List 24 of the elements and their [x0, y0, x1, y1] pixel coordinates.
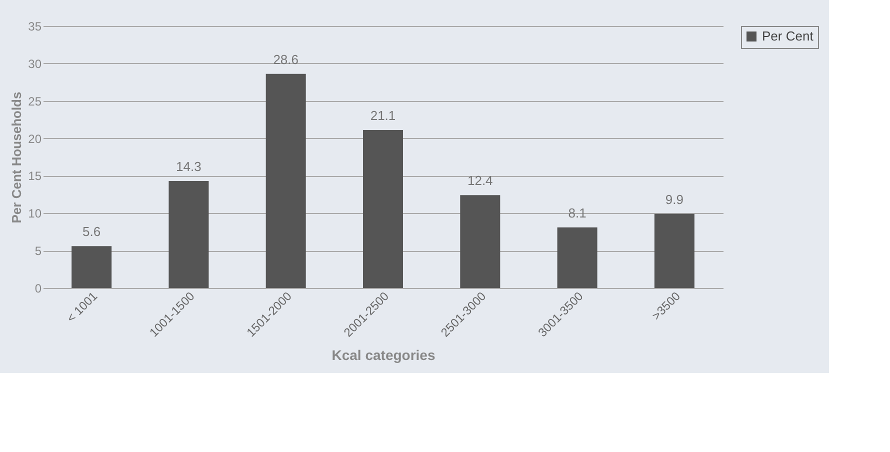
bar	[266, 74, 306, 288]
data-label: 5.6	[82, 224, 101, 240]
bar	[654, 214, 694, 288]
bar	[557, 227, 598, 288]
data-label: 12.4	[467, 173, 493, 188]
y-tick-label: 10	[28, 206, 42, 221]
bar	[72, 246, 112, 288]
y-tick-label: 35	[28, 20, 42, 34]
data-label: 28.6	[273, 52, 299, 67]
y-tick-label: 30	[28, 56, 42, 71]
bar	[363, 130, 403, 288]
x-axis-title: Kcal categories	[332, 346, 436, 363]
bar	[168, 180, 209, 288]
bar	[460, 195, 500, 288]
y-tick-label: 20	[28, 132, 42, 146]
y-tick-label: 15	[28, 169, 42, 184]
y-tick-label: 0	[34, 282, 42, 296]
data-label: 9.9	[665, 192, 684, 207]
y-tick-label: 25	[28, 94, 42, 108]
data-label: 14.3	[176, 158, 202, 174]
y-axis-title: Per Cent Households	[9, 92, 24, 224]
y-tick-label: 5	[34, 244, 42, 258]
legend-label: Per Cent	[762, 28, 814, 44]
data-label: 21.1	[370, 108, 396, 124]
